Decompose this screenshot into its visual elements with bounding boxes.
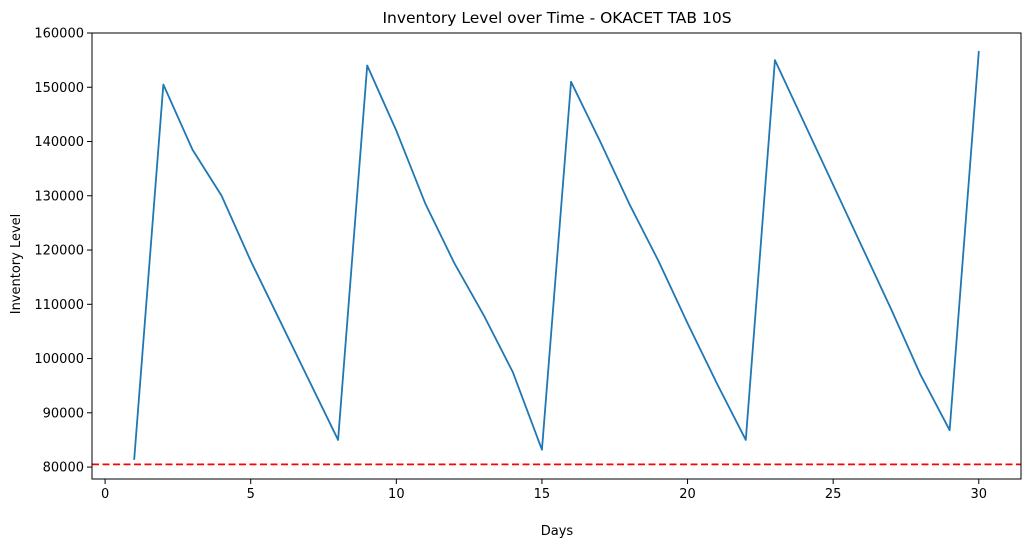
x-tick-label: 5: [247, 487, 255, 502]
plot-area: 0 5 10 15 20 25 30 80000 90000 100000 110000 120000…: [34, 27, 1022, 502]
x-axis-title: Days: [541, 524, 574, 539]
inventory-series-line: [133, 51, 980, 460]
y-tick-label: 130000: [34, 189, 84, 204]
y-tick-label: 120000: [34, 244, 84, 259]
y-tick-label: 90000: [43, 406, 84, 421]
y-tick-label: 150000: [34, 81, 84, 96]
y-tick-label: 160000: [34, 27, 84, 42]
x-tick-label: 30: [970, 487, 987, 502]
x-tick-label: 15: [534, 487, 551, 502]
y-tick-label: 80000: [43, 461, 84, 476]
axes-frame: [91, 32, 1022, 480]
x-tick-label: 20: [679, 487, 696, 502]
x-tick-label: 10: [388, 487, 405, 502]
y-axis-title: Inventory Level: [9, 214, 24, 315]
x-tick-label: 25: [825, 487, 842, 502]
chart-title: Inventory Level over Time - OKACET TAB 1…: [382, 9, 731, 27]
y-tick-label: 140000: [34, 135, 84, 150]
y-tick-label: 110000: [34, 298, 84, 313]
y-tick-label: 100000: [34, 352, 84, 367]
x-tick-label: 0: [101, 487, 109, 502]
